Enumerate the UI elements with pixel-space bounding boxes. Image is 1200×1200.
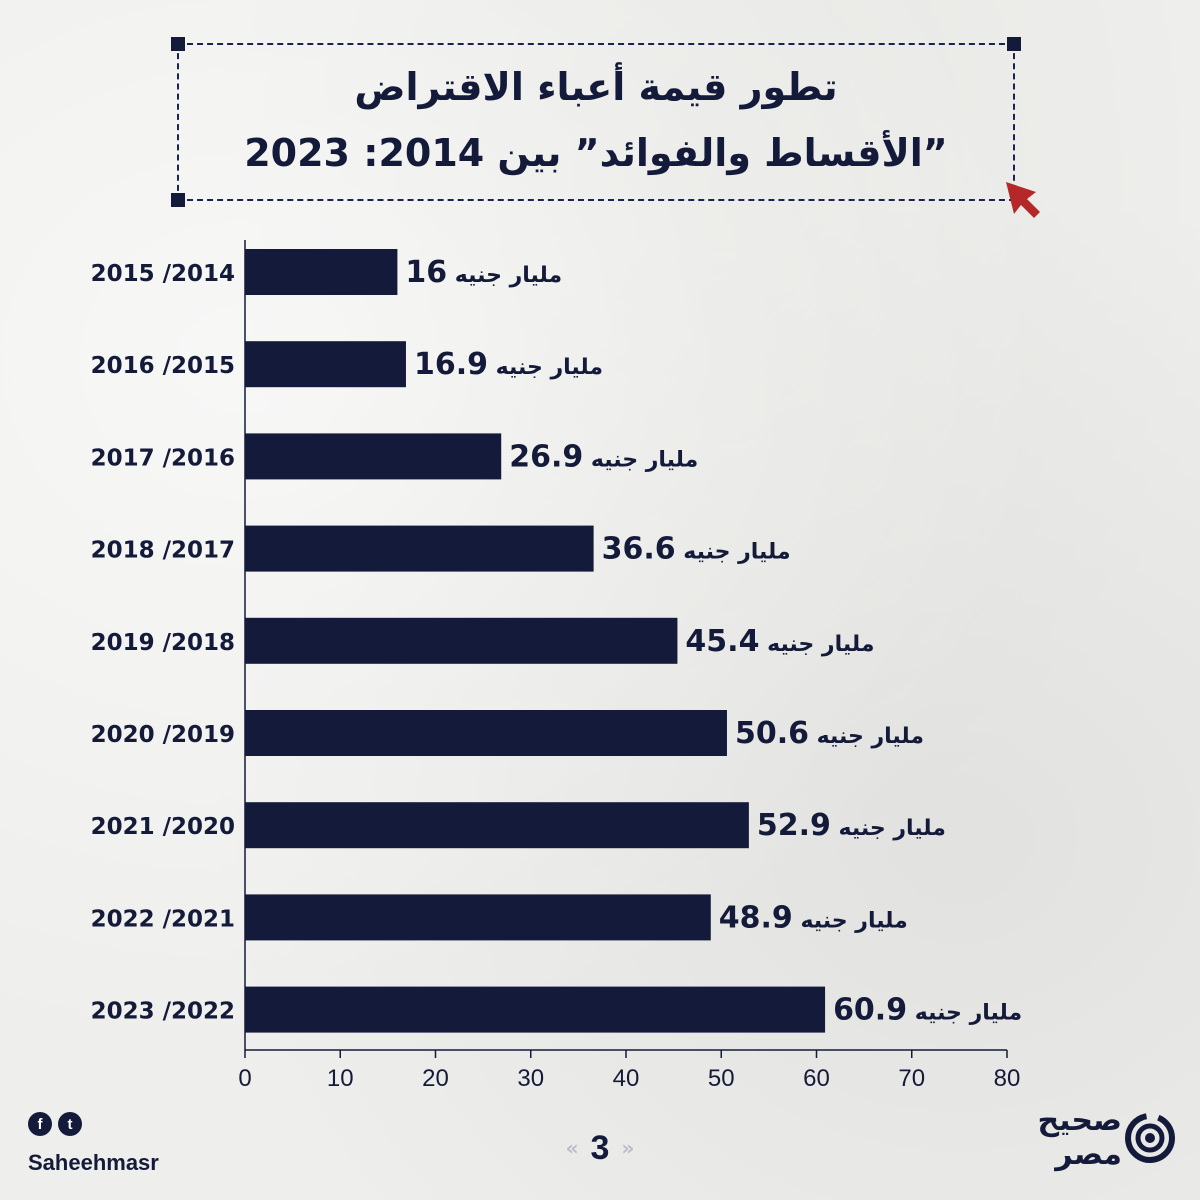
category-label: 2020 /2019: [91, 722, 235, 748]
social-handle[interactable]: Saheehmasr: [28, 1150, 159, 1175]
data-label-unit: مليار جنيه: [447, 263, 562, 288]
bar: [245, 802, 749, 849]
bar: [245, 249, 398, 295]
x-tick-label: 0: [238, 1065, 251, 1092]
twitter-icon[interactable]: t: [58, 1112, 82, 1136]
bar: [245, 986, 826, 1033]
data-label-unit: مليار جنيه: [759, 632, 874, 657]
data-label: مليار جنيه 60.9: [833, 993, 1022, 1028]
brand-wordmark: صحيح مصر: [1002, 1104, 1122, 1172]
social-icons: f t: [28, 1112, 82, 1136]
data-label-value: 52.9: [757, 808, 831, 843]
data-label: مليار جنيه 16.9: [414, 347, 603, 382]
data-label-unit: مليار جنيه: [676, 540, 791, 565]
data-label: مليار جنيه 45.4: [685, 624, 874, 659]
page-navigation: « 3 »: [540, 1128, 660, 1168]
x-tick-label: 60: [803, 1065, 830, 1092]
data-label-value: 26.9: [509, 439, 583, 474]
data-label: مليار جنيه 36.6: [602, 532, 791, 567]
category-label: 2016 /2015: [91, 353, 235, 379]
bar-chart: 0 10 20 30 40 50 60 70 80 2015 /2014 مليار جنيه 1…: [91, 240, 1022, 1092]
bar: [245, 894, 711, 941]
bar: [245, 525, 594, 572]
cursor-arrow-icon: [1006, 182, 1040, 218]
data-label-unit: مليار جنيه: [907, 1001, 1022, 1026]
x-tick-label: 80: [994, 1065, 1021, 1092]
data-label-unit: مليار جنيه: [583, 447, 698, 472]
data-label-value: 60.9: [833, 993, 907, 1028]
data-label-unit: مليار جنيه: [793, 908, 908, 933]
data-label-unit: مليار جنيه: [809, 724, 924, 749]
data-label: مليار جنيه 52.9: [757, 808, 946, 843]
bar: [245, 433, 502, 480]
data-label-value: 36.6: [602, 532, 676, 567]
brand-eye-icon: [1125, 1113, 1175, 1163]
frame-corner: [171, 37, 185, 51]
category-label: 2018 /2017: [91, 538, 235, 564]
brand-logo: صحيح مصر: [1010, 1100, 1180, 1180]
brand-line-1: صحيح: [1037, 1103, 1122, 1138]
category-label: 2019 /2018: [91, 630, 235, 656]
data-label: مليار جنيه 50.6: [735, 716, 924, 751]
x-tick-label: 30: [517, 1065, 544, 1092]
data-label-value: 16.9: [414, 347, 488, 382]
chevron-left-double-icon[interactable]: «: [565, 1136, 579, 1160]
brand-line-2: مصر: [1055, 1137, 1122, 1172]
data-label-value: 48.9: [719, 900, 793, 935]
x-tick-label: 70: [898, 1065, 925, 1092]
data-label-value: 50.6: [735, 716, 809, 751]
category-label: 2021 /2020: [91, 814, 235, 840]
data-label: مليار جنيه 16: [405, 255, 562, 290]
category-label: 2022 /2021: [91, 906, 235, 932]
data-label: مليار جنيه 26.9: [509, 439, 698, 474]
chevron-right-double-icon[interactable]: »: [621, 1136, 635, 1160]
x-tick-label: 40: [613, 1065, 640, 1092]
bar: [245, 710, 727, 756]
category-label: 2015 /2014: [91, 261, 235, 287]
frame-corner: [1007, 37, 1021, 51]
bar: [245, 341, 406, 388]
x-tick-label: 10: [327, 1065, 354, 1092]
category-label: 2017 /2016: [91, 445, 235, 471]
data-label-unit: مليار جنيه: [488, 355, 603, 380]
page-number: 3: [590, 1128, 610, 1167]
data-label-value: 16: [405, 255, 447, 290]
x-tick-label: 20: [422, 1065, 449, 1092]
chart-title-line-2: ”الأقساط والفوائد” بين 2014: 2023: [244, 131, 948, 175]
chart-title-line-1: تطور قيمة أعباء الاقتراض: [354, 65, 838, 109]
data-label: مليار جنيه 48.9: [719, 900, 908, 935]
category-label: 2023 /2022: [91, 999, 235, 1025]
data-label-value: 45.4: [685, 624, 759, 659]
x-tick-label: 50: [708, 1065, 735, 1092]
frame-corner: [171, 193, 185, 207]
bar: [245, 617, 678, 664]
data-label-unit: مليار جنيه: [831, 816, 946, 841]
title-frame: تطور قيمة أعباء الاقتراض ”الأقساط والفوا…: [171, 37, 1021, 207]
facebook-icon[interactable]: f: [28, 1112, 52, 1136]
